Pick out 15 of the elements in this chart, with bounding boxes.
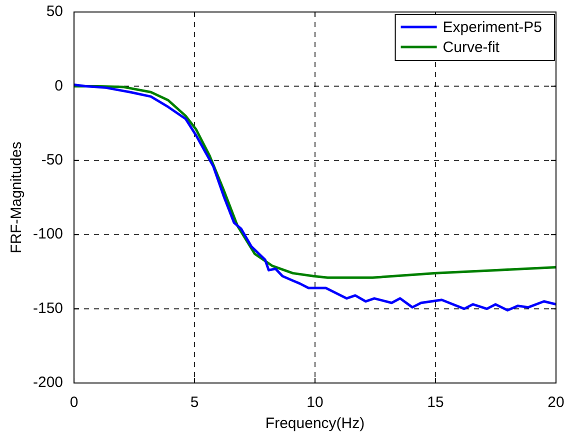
y-tick-label: 50	[46, 3, 64, 20]
y-tick-label: -100	[32, 226, 64, 243]
x-tick-label: 5	[190, 394, 199, 412]
x-tick-label: 0	[70, 394, 78, 412]
y-axis-title: FRF-Magnitudes	[8, 142, 26, 254]
y-tick-label: -200	[32, 374, 64, 392]
x-tick-label: 10	[306, 394, 324, 412]
y-tick-label: -150	[32, 300, 64, 317]
y-tick-label: -50	[41, 152, 64, 169]
x-tick-label: 15	[427, 394, 444, 412]
x-tick-label: 20	[548, 394, 564, 412]
legend-label: Curve-fit	[442, 39, 500, 56]
x-axis-title: Frequency(Hz)	[265, 415, 365, 432]
legend-label: Experiment-P5	[442, 19, 542, 36]
y-tick-label: 0	[54, 77, 64, 94]
